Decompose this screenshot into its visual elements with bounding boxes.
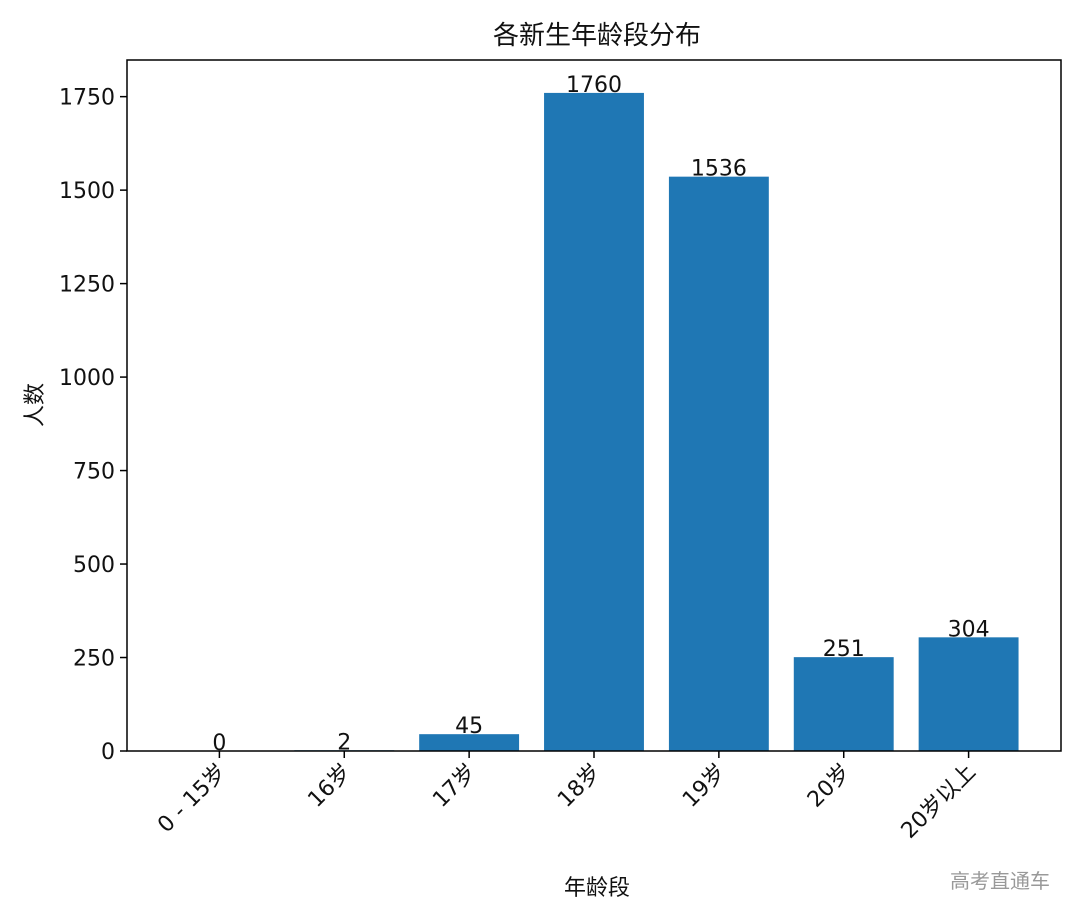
y-tick-label: 500 [73,553,115,578]
data-label: 0 [212,731,226,756]
x-tick-label: 17岁 [428,760,481,813]
bar [918,637,1019,751]
y-tick-label: 1750 [59,86,115,111]
y-tick-label: 750 [73,460,115,485]
y-axis-label: 人数 [23,383,48,427]
watermark: 高考直通车 [950,869,1050,893]
bar [793,657,894,751]
axes-frame [126,59,1062,752]
y-tick-label: 0 [101,740,115,765]
x-tick-label: 0 - 15岁 [153,760,231,838]
x-tick-label: 19岁 [678,760,731,813]
x-tick-label: 18岁 [553,760,606,813]
data-label: 45 [455,714,483,739]
y-tick-label: 1250 [59,273,115,298]
data-label: 251 [823,637,865,662]
bar [419,734,520,751]
x-axis-label: 年龄段 [564,876,630,901]
bar [668,176,769,751]
x-tick-label: 20岁 [803,760,856,813]
data-label: 1760 [566,73,622,98]
chart-title: 各新生年龄段分布 [493,21,701,51]
data-label: 304 [948,617,990,642]
y-tick-label: 1000 [59,366,115,391]
data-label: 2 [337,730,351,755]
bar [544,92,644,751]
x-tick-label: 16岁 [303,760,356,813]
data-label: 1536 [691,157,747,182]
y-tick-label: 250 [73,647,115,672]
y-tick-label: 1500 [59,179,115,204]
x-tick-label: 20岁以上 [897,760,981,844]
